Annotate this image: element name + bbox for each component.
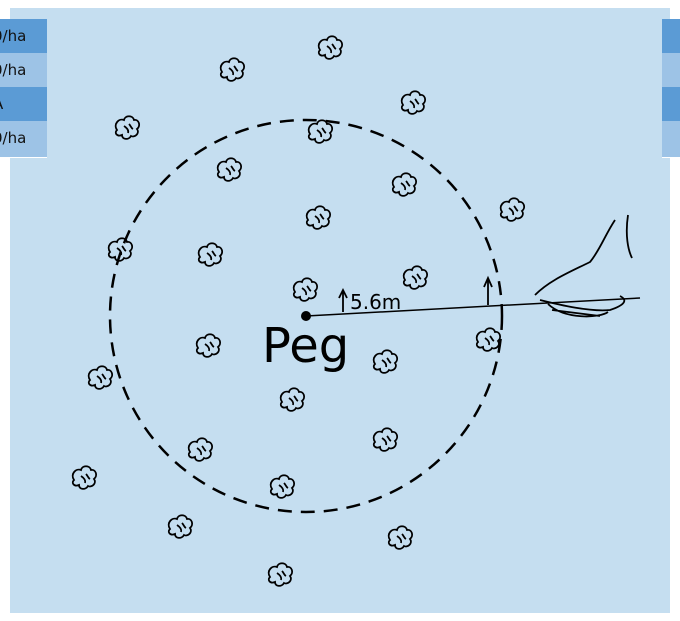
radius-label: 5.6m <box>350 290 401 314</box>
peg-label: Peg <box>262 318 349 374</box>
page: 0/ha 0/ha A 0/ha 5.6m Peg (() => { const… <box>0 0 680 621</box>
arrow <box>484 278 492 305</box>
diagram: 5.6m Peg <box>0 0 680 621</box>
plants <box>73 36 524 586</box>
arrow <box>339 290 347 312</box>
